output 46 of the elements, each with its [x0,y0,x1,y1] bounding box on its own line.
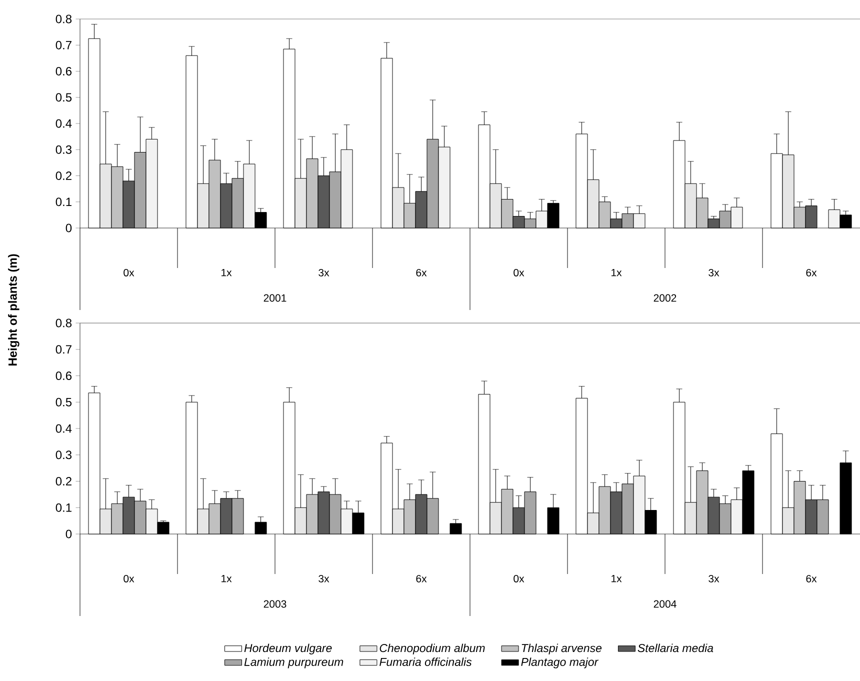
legend-label: Chenopodium album [380,644,485,654]
y-tick-label: 0.2 [56,172,72,180]
x-tick-label: 6x [416,574,427,582]
x-tick-label: 1x [222,268,232,276]
y-tick-label: 0 [66,224,72,232]
y-tick-label: 0.4 [56,119,72,128]
x-tick-label: 6x [806,268,817,276]
text: 2004 [654,600,676,608]
y-tick-label: 0.1 [56,503,72,512]
y-tick-label: 0.7 [56,345,72,354]
x-tick-label: 6x [416,268,427,276]
y-axis-title: Height of plants (m) [8,254,20,366]
x-tick-label: 1x [612,268,622,276]
y-tick-label: 0.1 [56,198,72,206]
y-tick-label: 0.3 [56,145,72,154]
y-tick-label: 0.8 [56,14,72,24]
y-tick-label: 0 [66,530,72,538]
text: 2001 [264,294,286,302]
x-tick-label: 6x [806,574,817,582]
y-tick-label: 0.8 [56,318,72,328]
y-tick-label: 0.3 [56,450,72,460]
y-tick-label: 0.6 [56,372,72,380]
legend-label: Plantago major [521,658,599,668]
x-tick-label: 0x [124,574,134,582]
x-tick-label: 3x [318,268,330,276]
y-tick-label: 0.7 [56,40,72,50]
legend-label: Thlaspi arvense [522,644,602,654]
legend-label: Fumaria officinalis [380,658,472,666]
x-tick-label: 0x [514,268,524,276]
y-tick-label: 0.6 [56,67,72,76]
x-tick-label: 1x [222,574,232,582]
legend-label: Stellaria media [638,644,714,652]
text: 2002 [654,294,676,302]
y-tick-label: 0.5 [56,398,72,406]
y-tick-label: 0.5 [56,93,72,102]
x-tick-label: 0x [514,574,524,582]
x-tick-label: 1x [612,574,622,582]
legend-label: Hordeum vulgare [244,644,332,654]
y-tick-label: 0.4 [56,424,72,433]
legend-label: Lamium purpureum [244,658,344,668]
x-tick-label: 0x [124,268,134,276]
x-tick-label: 3x [708,574,720,582]
y-tick-label: 0.2 [56,477,72,486]
text: 2003 [264,600,286,608]
x-tick-label: 3x [318,574,330,582]
x-tick-label: 3x [708,268,720,276]
